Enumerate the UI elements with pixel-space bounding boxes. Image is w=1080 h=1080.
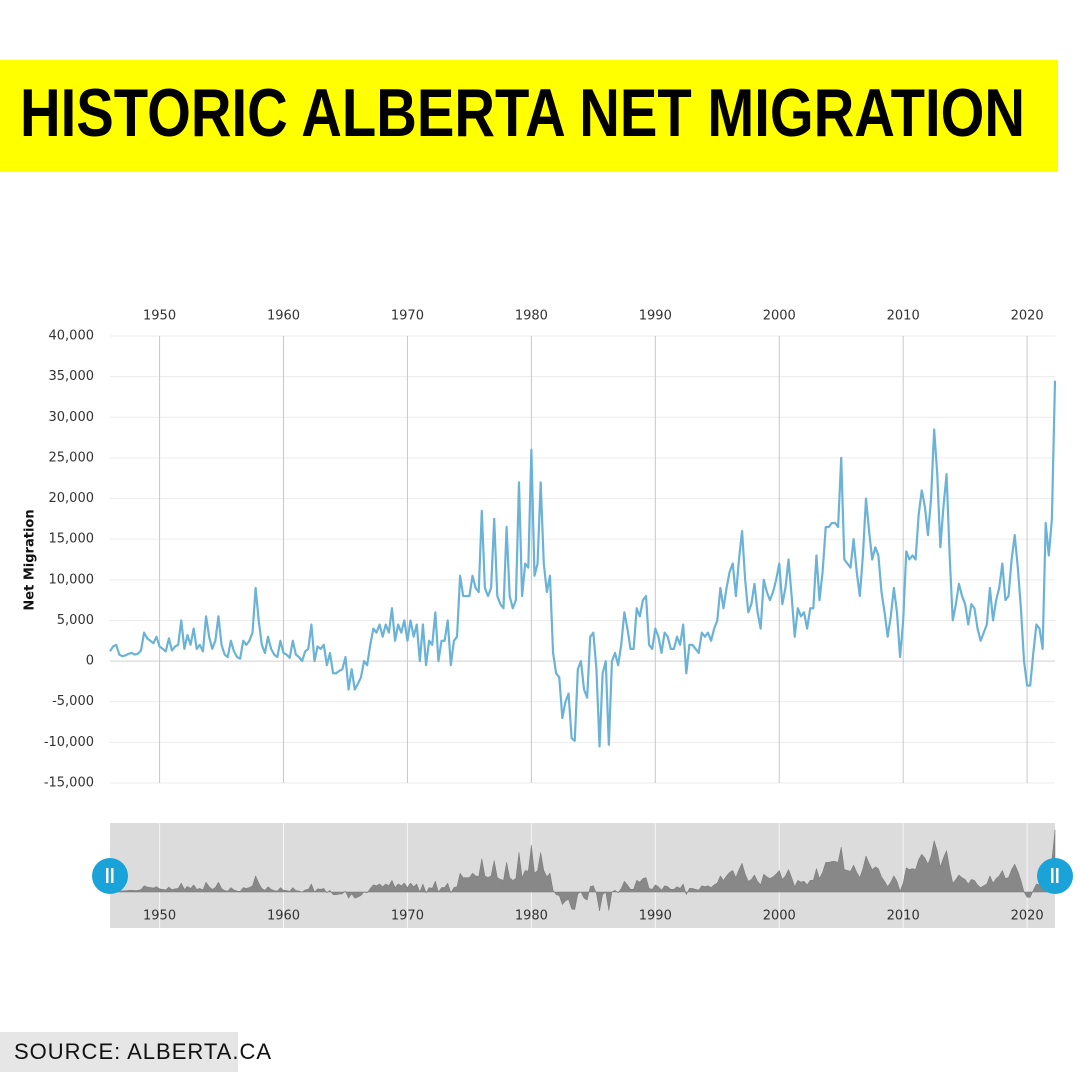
x-tick-label: 1980: [515, 309, 548, 324]
navigator-handle-left[interactable]: [92, 858, 128, 894]
navigator-tick-label: 2020: [1011, 909, 1044, 924]
y-tick-label: 15,000: [49, 532, 95, 547]
data-line: [109, 380, 1057, 748]
navigator-handle-right[interactable]: [1037, 858, 1073, 894]
title: HISTORIC ALBERTA NET MIGRATION: [20, 75, 1025, 151]
y-tick-label: 35,000: [49, 369, 95, 384]
x-tick-label: 1960: [267, 309, 300, 324]
x-tick-label: 2020: [1011, 309, 1044, 324]
navigator-tick-label: 2010: [887, 909, 920, 924]
y-tick-label: 30,000: [49, 410, 95, 425]
source-box: [0, 1032, 238, 1072]
navigator-tick-label: 2000: [763, 909, 796, 924]
x-tick-label: 1950: [143, 309, 176, 324]
title-band: [0, 60, 1058, 172]
navigator-tick-label: 1960: [267, 909, 300, 924]
x-tick-label: 1990: [639, 309, 672, 324]
handle-grip: [106, 868, 109, 883]
handle-grip: [1056, 868, 1059, 883]
y-tick-label: 5,000: [57, 613, 94, 628]
source: SOURCE: ALBERTA.CA: [14, 1039, 272, 1064]
navigator-tick-label: 1990: [639, 909, 672, 924]
x-tick-label: 2000: [763, 309, 796, 324]
y-tick-label: 40,000: [49, 329, 95, 344]
y-tick-label: 25,000: [49, 450, 95, 465]
navigator-area: [109, 829, 1056, 911]
navigator-tick-label: 1950: [143, 909, 176, 924]
navigator-tick-label: 1980: [515, 909, 548, 924]
y-tick-label: 20,000: [49, 491, 95, 506]
y-tick-label: -15,000: [44, 776, 94, 791]
y-tick-label: 10,000: [49, 572, 95, 587]
x-tick-label: 1970: [391, 309, 424, 324]
y-tick-label: -5,000: [52, 694, 94, 709]
handle-grip: [1051, 868, 1054, 883]
y-tick-label: 0: [86, 654, 94, 669]
navigator[interactable]: [110, 823, 1055, 928]
navigator-tick-label: 1970: [391, 909, 424, 924]
x-tick-label: 2010: [887, 309, 920, 324]
y-tick-label: -10,000: [44, 735, 94, 750]
y-axis-label: Net Migration: [23, 509, 38, 610]
handle-grip: [111, 868, 114, 883]
